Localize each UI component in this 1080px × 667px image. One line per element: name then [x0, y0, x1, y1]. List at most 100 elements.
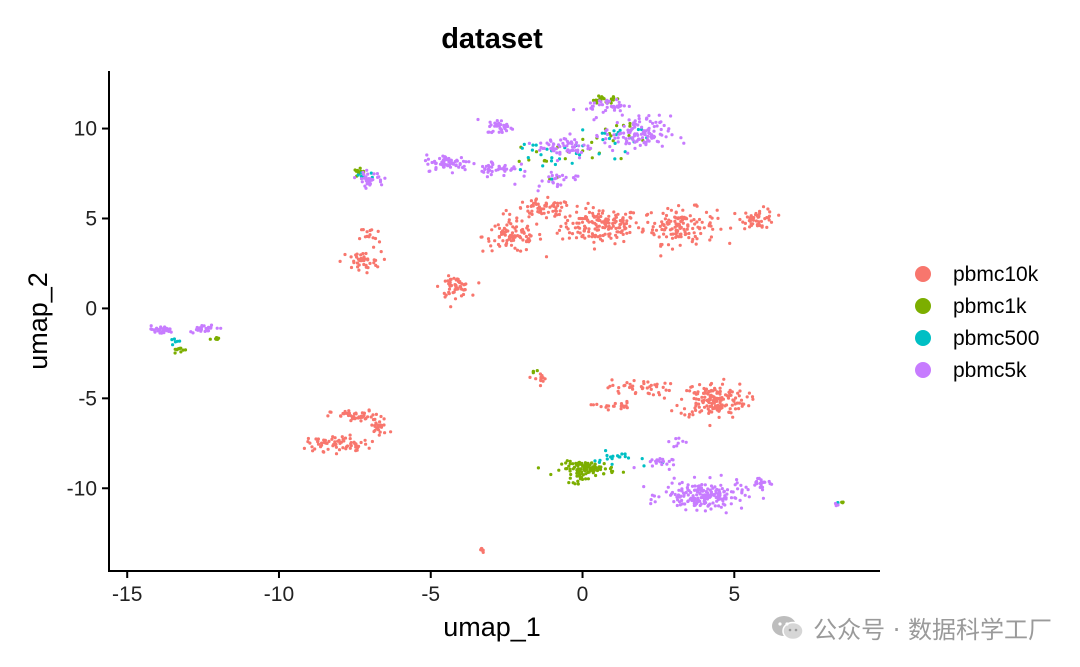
- data-point: [696, 225, 700, 229]
- data-point: [481, 249, 485, 253]
- data-point: [693, 234, 697, 239]
- data-point: [628, 382, 632, 386]
- data-point: [618, 128, 622, 132]
- data-point: [583, 227, 587, 231]
- data-point: [736, 487, 740, 491]
- data-point: [680, 215, 684, 219]
- data-point: [627, 118, 631, 122]
- data-point: [363, 235, 367, 239]
- data-point: [703, 391, 708, 395]
- data-point: [458, 162, 462, 166]
- data-point: [714, 489, 718, 493]
- data-point: [352, 259, 356, 263]
- data-point: [590, 461, 594, 465]
- data-point: [695, 508, 699, 512]
- data-point: [514, 229, 518, 233]
- data-point: [588, 467, 593, 471]
- data-point: [667, 388, 671, 393]
- watermark: 公众号 · 数据科学工厂: [771, 610, 1052, 645]
- data-point: [583, 236, 587, 240]
- legend-swatch-pbmc10k: [915, 266, 931, 282]
- data-point: [703, 395, 707, 399]
- data-point: [747, 391, 752, 395]
- data-point: [612, 133, 616, 137]
- data-point: [628, 215, 632, 219]
- data-point: [738, 389, 742, 393]
- data-point: [457, 165, 461, 169]
- data-point: [767, 214, 772, 218]
- data-point: [526, 224, 530, 228]
- data-point: [591, 465, 595, 469]
- data-point: [682, 493, 686, 497]
- data-point: [430, 160, 434, 165]
- data-point: [659, 120, 663, 124]
- data-point: [353, 441, 357, 446]
- data-point: [587, 227, 591, 231]
- data-point: [149, 324, 153, 328]
- data-point: [591, 214, 595, 218]
- data-point: [544, 216, 549, 220]
- data-point: [676, 441, 680, 445]
- data-point: [592, 247, 597, 251]
- data-point: [374, 422, 378, 426]
- data-point: [681, 208, 685, 212]
- data-point: [565, 467, 569, 471]
- data-point: [568, 214, 572, 218]
- data-point: [507, 220, 511, 224]
- data-point: [153, 330, 157, 334]
- data-point: [328, 410, 332, 414]
- data-point: [705, 404, 709, 408]
- data-point: [687, 412, 692, 416]
- data-point: [603, 141, 607, 145]
- data-point: [632, 379, 636, 383]
- data-point: [634, 122, 638, 126]
- data-point: [577, 144, 581, 148]
- legend-swatch-pbmc500: [915, 330, 931, 346]
- data-point: [524, 248, 529, 252]
- data-point: [590, 104, 594, 108]
- data-point: [575, 463, 579, 467]
- data-point: [662, 232, 666, 236]
- data-point: [522, 174, 526, 178]
- data-point: [609, 455, 613, 459]
- data-point: [751, 218, 756, 222]
- data-point: [759, 480, 763, 484]
- data-point: [669, 492, 674, 496]
- data-point: [683, 232, 687, 237]
- data-point: [495, 119, 499, 123]
- ticks-layer: -15 -10 -5 0 5 -10 -5 0 5 10: [67, 118, 741, 606]
- data-point: [326, 447, 330, 451]
- data-point: [476, 117, 480, 122]
- data-point: [382, 417, 386, 421]
- points-layer: [149, 94, 845, 555]
- data-point: [680, 502, 685, 506]
- data-point: [619, 103, 623, 107]
- data-point: [183, 348, 188, 352]
- data-point: [551, 180, 555, 184]
- data-point: [659, 127, 663, 132]
- data-point: [728, 407, 732, 411]
- data-point: [583, 224, 587, 228]
- data-point: [365, 230, 369, 234]
- data-point: [519, 249, 523, 253]
- data-point: [681, 439, 685, 443]
- data-point: [664, 135, 668, 139]
- data-point: [759, 219, 764, 223]
- data-point: [582, 468, 586, 472]
- data-point: [567, 481, 571, 485]
- data-point: [614, 219, 618, 223]
- data-point: [338, 259, 342, 263]
- data-point: [519, 162, 524, 166]
- data-point: [605, 101, 609, 105]
- data-point: [697, 484, 701, 488]
- data-point: [531, 371, 535, 375]
- data-point: [711, 501, 715, 505]
- data-point: [729, 496, 734, 500]
- data-point: [595, 214, 599, 218]
- wechat-icon: [772, 615, 804, 640]
- data-point: [555, 173, 559, 177]
- data-point: [536, 202, 540, 206]
- data-point: [708, 389, 713, 393]
- data-point: [377, 175, 381, 179]
- data-point: [448, 165, 453, 169]
